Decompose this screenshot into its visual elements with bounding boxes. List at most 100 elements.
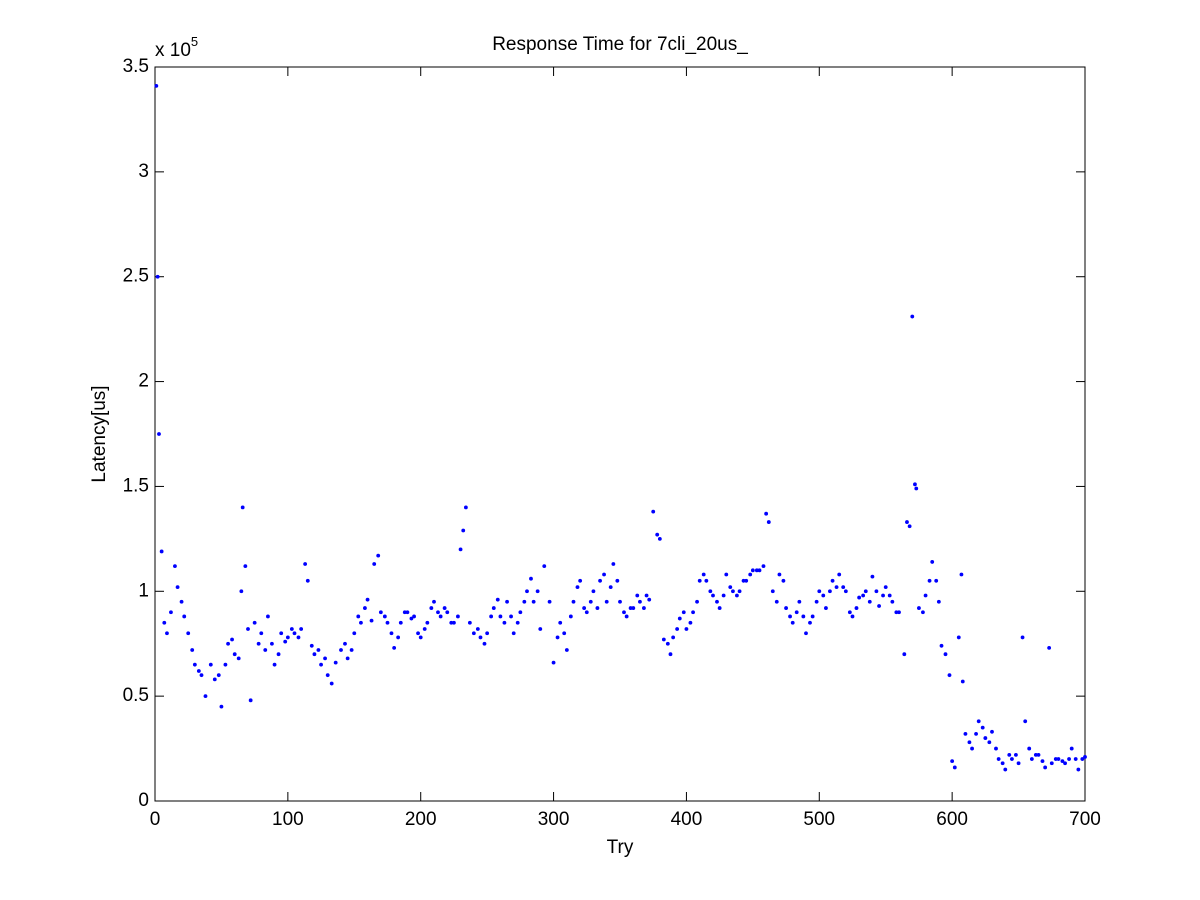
point bbox=[584, 610, 589, 615]
point bbox=[913, 482, 917, 487]
point bbox=[491, 606, 496, 610]
point bbox=[203, 694, 208, 699]
point bbox=[485, 631, 490, 636]
point bbox=[416, 631, 420, 636]
point bbox=[902, 652, 907, 657]
x-tick-label: 600 bbox=[936, 809, 968, 830]
point bbox=[495, 597, 500, 602]
point bbox=[808, 620, 812, 625]
x-tick-label: 700 bbox=[1069, 809, 1101, 830]
point bbox=[219, 704, 224, 709]
point bbox=[1036, 752, 1041, 757]
point bbox=[854, 606, 859, 610]
point bbox=[905, 520, 909, 524]
point bbox=[883, 585, 888, 589]
point bbox=[162, 620, 167, 625]
point bbox=[502, 620, 507, 625]
point bbox=[770, 589, 775, 594]
point bbox=[175, 585, 180, 589]
point bbox=[927, 578, 932, 583]
point bbox=[522, 599, 527, 604]
point bbox=[359, 620, 363, 625]
point bbox=[239, 589, 244, 594]
point bbox=[529, 576, 533, 581]
point bbox=[598, 578, 602, 583]
point bbox=[279, 631, 284, 636]
point bbox=[804, 631, 808, 636]
point bbox=[651, 509, 656, 514]
point bbox=[897, 610, 901, 615]
point bbox=[980, 725, 985, 730]
point bbox=[638, 599, 642, 604]
y-axis-label: Latency[us] bbox=[89, 385, 110, 482]
x-tick-label: 500 bbox=[803, 809, 835, 830]
point bbox=[608, 585, 613, 589]
point bbox=[841, 585, 846, 589]
point bbox=[777, 572, 782, 577]
point bbox=[591, 589, 596, 594]
point bbox=[715, 599, 719, 604]
point bbox=[418, 635, 423, 640]
point bbox=[788, 614, 792, 619]
point bbox=[604, 599, 609, 604]
point bbox=[208, 662, 213, 667]
point bbox=[571, 599, 576, 604]
point bbox=[551, 660, 556, 665]
point bbox=[857, 595, 862, 600]
point bbox=[861, 593, 866, 598]
point bbox=[974, 731, 978, 736]
point bbox=[934, 578, 939, 583]
point bbox=[165, 631, 169, 636]
chart-title: Response Time for 7cli_20us_ bbox=[492, 34, 748, 55]
point bbox=[564, 648, 569, 652]
point bbox=[1020, 635, 1025, 640]
point bbox=[923, 593, 928, 598]
point bbox=[511, 631, 516, 636]
point bbox=[1047, 646, 1052, 650]
point bbox=[735, 593, 739, 598]
point bbox=[661, 637, 666, 642]
point bbox=[575, 585, 580, 589]
point bbox=[963, 731, 968, 736]
point bbox=[635, 593, 640, 598]
point bbox=[263, 648, 268, 652]
point bbox=[1069, 746, 1074, 751]
point bbox=[748, 572, 753, 577]
point bbox=[240, 505, 245, 510]
y-tick-label: 3.5 bbox=[123, 56, 149, 77]
point bbox=[754, 568, 759, 573]
point bbox=[232, 652, 237, 657]
point bbox=[996, 757, 1001, 761]
point bbox=[276, 652, 281, 657]
y-tick-label: 0 bbox=[138, 790, 149, 811]
point bbox=[757, 568, 762, 573]
point bbox=[578, 578, 583, 583]
point bbox=[695, 599, 699, 604]
point bbox=[731, 589, 735, 594]
point bbox=[881, 593, 885, 598]
point bbox=[349, 648, 354, 652]
point bbox=[828, 589, 832, 594]
point bbox=[797, 599, 802, 604]
point bbox=[668, 652, 673, 657]
point bbox=[402, 610, 407, 615]
point bbox=[223, 662, 228, 667]
x-tick-label: 300 bbox=[538, 809, 570, 830]
point bbox=[285, 635, 290, 640]
point bbox=[817, 589, 822, 594]
point bbox=[737, 589, 742, 594]
point bbox=[628, 606, 633, 610]
point bbox=[834, 585, 839, 589]
point bbox=[155, 274, 160, 279]
point bbox=[970, 746, 974, 751]
point bbox=[1076, 767, 1081, 772]
point bbox=[199, 673, 204, 678]
point bbox=[392, 646, 397, 650]
y-tick-label: 1 bbox=[138, 580, 149, 601]
point bbox=[704, 578, 709, 583]
point bbox=[675, 627, 680, 631]
point bbox=[1003, 767, 1008, 772]
point bbox=[226, 641, 230, 646]
point bbox=[396, 635, 401, 640]
x-tick-label: 0 bbox=[150, 809, 161, 830]
